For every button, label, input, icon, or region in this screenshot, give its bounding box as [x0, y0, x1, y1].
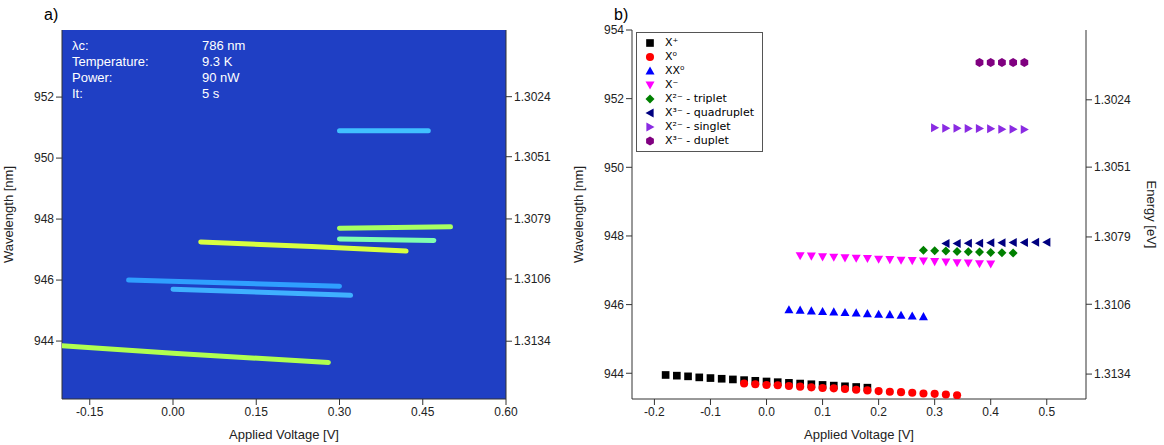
- svg-text:1.3024: 1.3024: [1094, 93, 1131, 107]
- svg-text:1.3106: 1.3106: [514, 272, 551, 286]
- html-text:It:: It:: [72, 86, 83, 101]
- svg-text:Wavelength [nm]: Wavelength [nm]: [1, 166, 16, 263]
- svg-text:-0.1: -0.1: [700, 405, 721, 419]
- svg-text:0.15: 0.15: [245, 405, 269, 419]
- html-text:X²⁻ - singlet: X²⁻ - singlet: [665, 120, 731, 133]
- html-text:X²⁻ - triplet: X²⁻ - triplet: [665, 92, 727, 105]
- svg-text:1.3134: 1.3134: [514, 334, 551, 348]
- svg-text:0.4: 0.4: [982, 405, 999, 419]
- svg-text:948: 948: [34, 212, 54, 226]
- svg-text:-0.15: -0.15: [76, 405, 104, 419]
- svg-text:Wavelength [nm]: Wavelength [nm]: [571, 166, 586, 263]
- html-text:X⁺: X⁺: [665, 36, 679, 49]
- html-text:5 s: 5 s: [202, 86, 220, 101]
- svg-text:950: 950: [604, 161, 624, 175]
- svg-text:944: 944: [34, 334, 54, 348]
- svg-text:1.3106: 1.3106: [1094, 298, 1131, 312]
- svg-text:0.45: 0.45: [411, 405, 435, 419]
- svg-text:1.3051: 1.3051: [1094, 160, 1131, 174]
- html-text:b): b): [614, 6, 629, 23]
- svg-text:0.00: 0.00: [161, 405, 185, 419]
- svg-text:948: 948: [604, 229, 624, 243]
- svg-text:Applied Voltage [V]: Applied Voltage [V]: [229, 427, 339, 442]
- svg-text:952: 952: [604, 92, 624, 106]
- svg-text:946: 946: [34, 273, 54, 287]
- html-text:90 nW: 90 nW: [202, 70, 240, 85]
- svg-text:1.3079: 1.3079: [514, 212, 551, 226]
- svg-text:950: 950: [34, 151, 54, 165]
- svg-text:0.1: 0.1: [814, 405, 831, 419]
- html-text:a): a): [44, 6, 59, 23]
- svg-text:-0.2: -0.2: [644, 405, 665, 419]
- html-text:λc:: λc:: [72, 38, 89, 53]
- html-text:786 nm: 786 nm: [202, 38, 246, 53]
- svg-text:1.3024: 1.3024: [514, 90, 551, 104]
- svg-text:Applied Voltage [V]: Applied Voltage [V]: [804, 427, 914, 442]
- svg-text:0.30: 0.30: [328, 405, 352, 419]
- svg-text:0.5: 0.5: [1038, 405, 1055, 419]
- html-text:X⁰: X⁰: [665, 50, 677, 63]
- svg-text:946: 946: [604, 298, 624, 312]
- svg-text:952: 952: [34, 90, 54, 104]
- svg-text:944: 944: [604, 367, 624, 381]
- html-text:X³⁻ - duplet: X³⁻ - duplet: [665, 134, 729, 147]
- svg-text:1.3134: 1.3134: [1094, 367, 1131, 381]
- html-text:Temperature:: Temperature:: [72, 54, 149, 69]
- html-text:9.3 K: 9.3 K: [202, 54, 233, 69]
- svg-text:0.0: 0.0: [758, 405, 775, 419]
- svg-text:954: 954: [604, 23, 624, 37]
- html-text:X³⁻ - quadruplet: X³⁻ - quadruplet: [665, 106, 754, 119]
- html-text:Power:: Power:: [72, 70, 113, 85]
- svg-text:0.2: 0.2: [870, 405, 887, 419]
- svg-text:0.3: 0.3: [926, 405, 943, 419]
- html-text:XX⁰: XX⁰: [665, 64, 685, 77]
- html-text:X⁻: X⁻: [665, 78, 679, 91]
- svg-text:1.3051: 1.3051: [514, 150, 551, 164]
- svg-text:1.3079: 1.3079: [1094, 230, 1131, 244]
- svg-text:0.60: 0.60: [494, 405, 518, 419]
- svg-text:Energy [eV]: Energy [eV]: [1144, 181, 1159, 249]
